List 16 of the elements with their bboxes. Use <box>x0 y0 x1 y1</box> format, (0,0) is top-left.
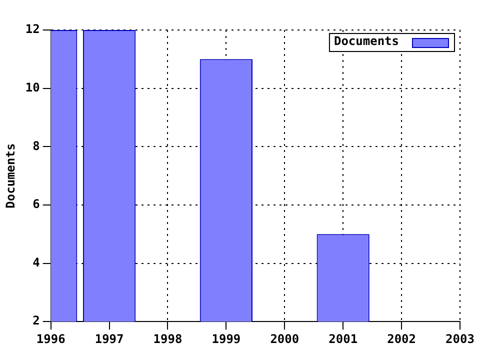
y-tick-label: 12 <box>25 22 40 36</box>
x-tick-label: 2003 <box>446 332 474 346</box>
y-tick-label: 4 <box>32 255 40 270</box>
x-tick-label: 1998 <box>153 332 182 346</box>
y-tick-label: 6 <box>32 197 40 212</box>
x-tick-label: 2001 <box>328 332 358 346</box>
x-tick-label: 1999 <box>212 332 241 346</box>
y-tick-label: 2 <box>32 314 40 328</box>
y-tick-label: 8 <box>32 138 40 153</box>
x-tick-label: 2002 <box>387 332 416 346</box>
y-axis-title: Documents <box>3 143 18 208</box>
x-tick-label: 1997 <box>94 332 124 346</box>
x-tick-label: 1996 <box>36 332 66 346</box>
x-tick-label: 2000 <box>270 332 300 346</box>
legend-label: Documents <box>334 34 400 48</box>
y-tick-label: 10 <box>25 80 40 94</box>
